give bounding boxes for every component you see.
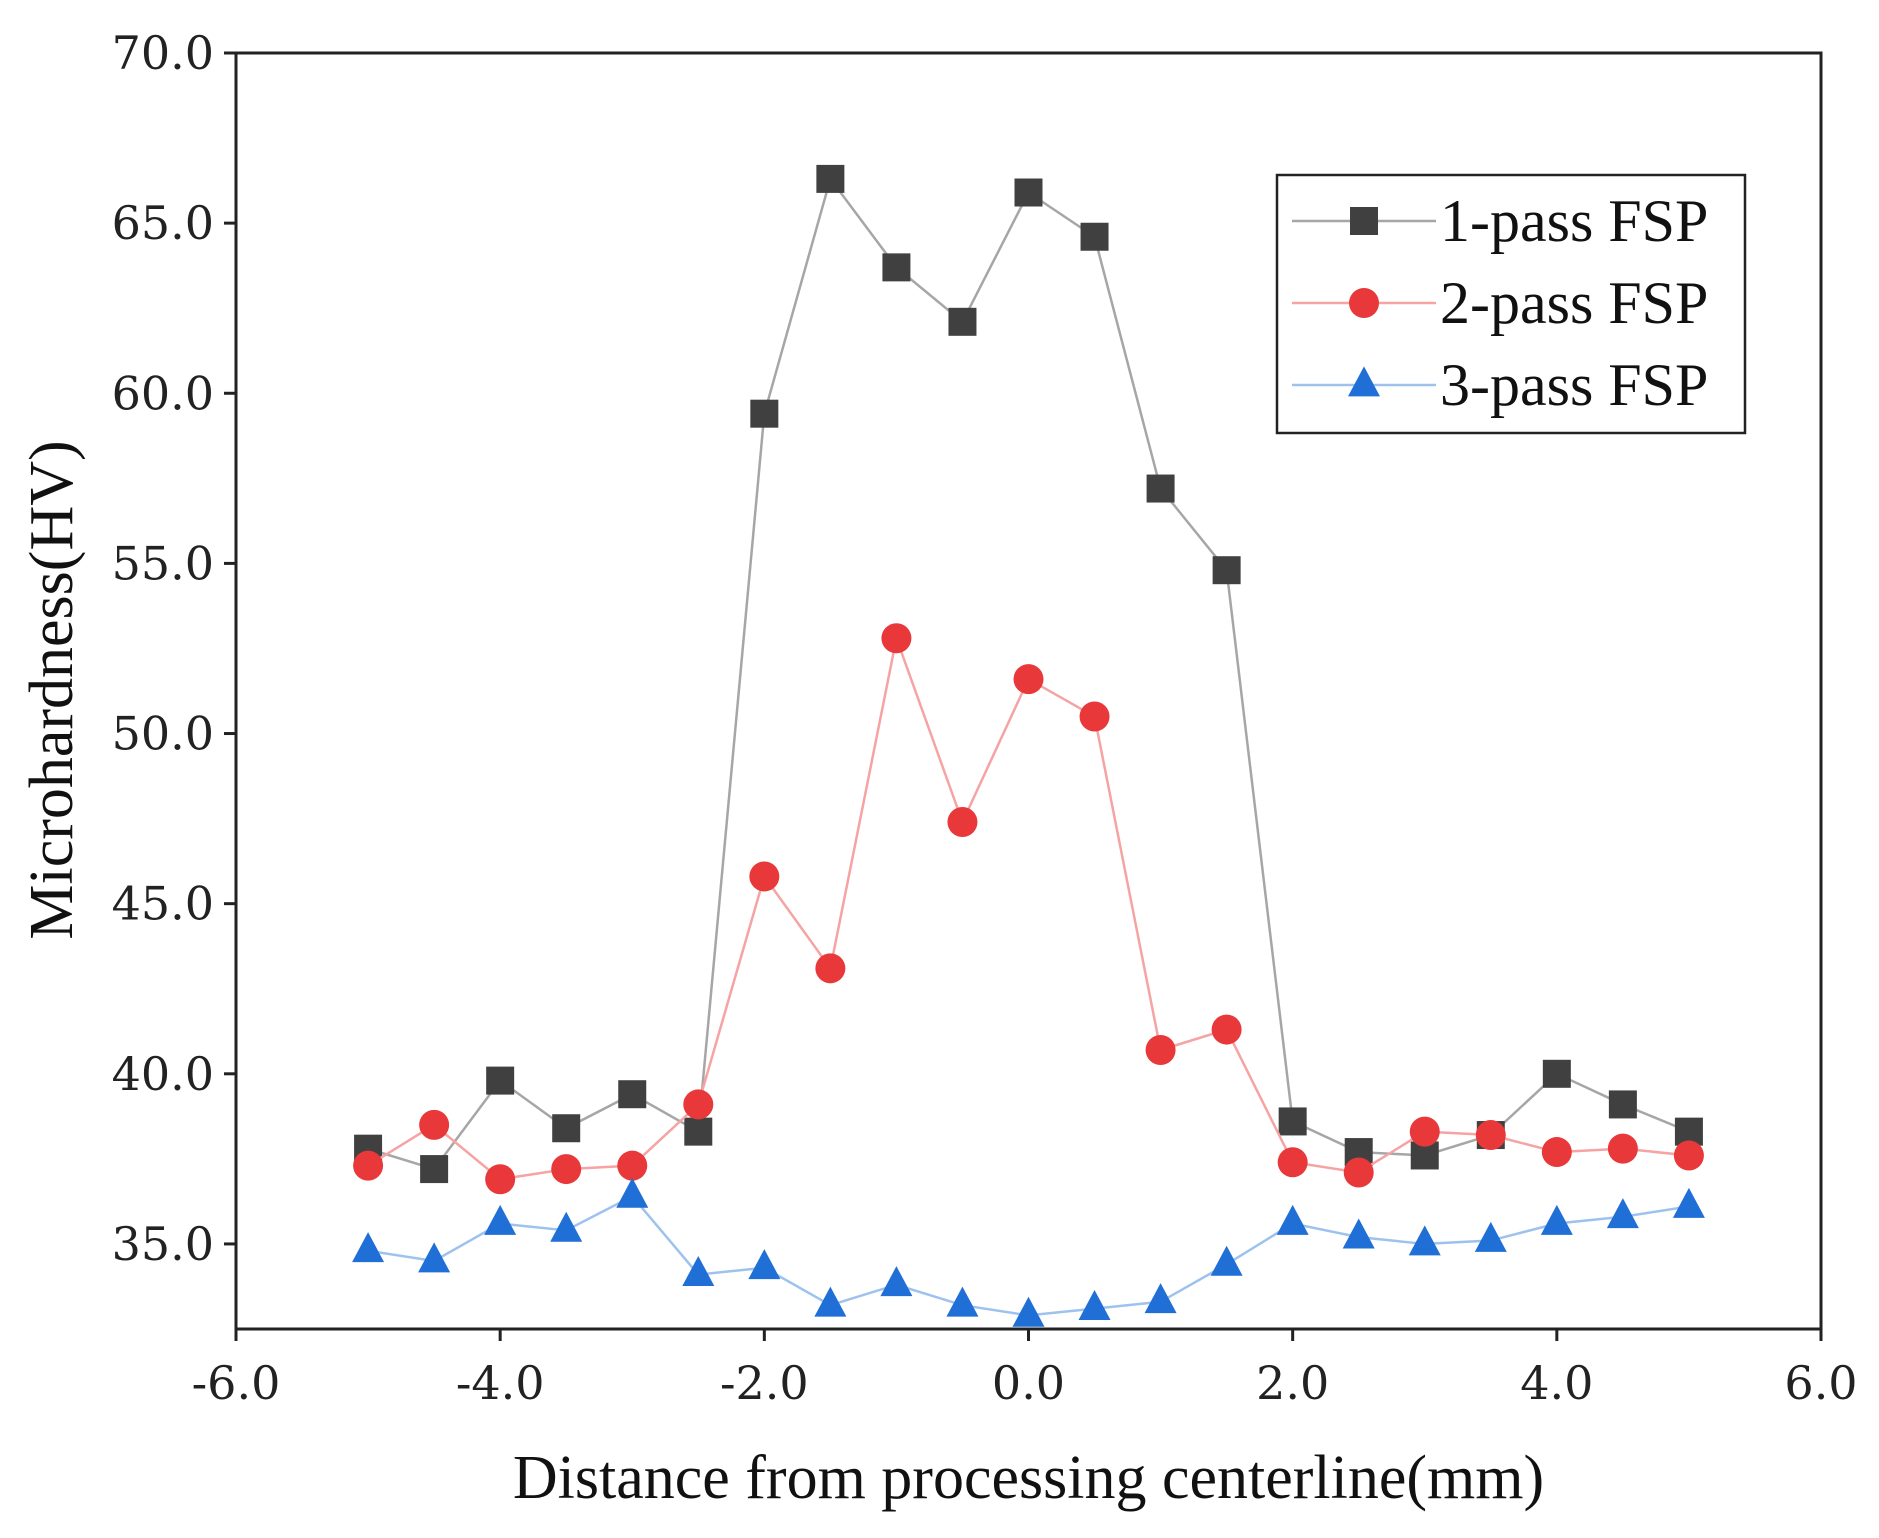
legend-marker [1349, 288, 1379, 318]
data-point-1-pass-fsp [552, 1114, 581, 1143]
data-point-2-pass-fsp [1541, 1137, 1572, 1168]
data-point-2-pass-fsp [353, 1150, 384, 1181]
data-point-3-pass-fsp [550, 1211, 583, 1242]
data-point-1-pass-fsp [1608, 1090, 1637, 1119]
data-point-3-pass-fsp [1342, 1218, 1375, 1249]
data-point-1-pass-fsp [1146, 474, 1175, 503]
data-point-2-pass-fsp [749, 861, 780, 892]
data-point-2-pass-fsp [1343, 1157, 1374, 1188]
data-point-2-pass-fsp [683, 1089, 714, 1120]
y-tick-label: 35.0 [112, 1217, 214, 1271]
data-point-2-pass-fsp [947, 807, 978, 838]
data-point-3-pass-fsp [1210, 1245, 1243, 1276]
data-point-3-pass-fsp [1078, 1289, 1111, 1320]
data-point-1-pass-fsp [1278, 1107, 1307, 1136]
data-point-3-pass-fsp [946, 1286, 979, 1317]
data-point-3-pass-fsp [1144, 1283, 1177, 1314]
x-tick-label: 6.0 [1784, 1356, 1857, 1410]
data-point-3-pass-fsp [682, 1255, 715, 1286]
legend-entry-3-pass-fsp: 3-pass FSP [1292, 352, 1708, 418]
data-point-3-pass-fsp [748, 1249, 781, 1280]
legend-marker [1348, 366, 1380, 397]
data-point-3-pass-fsp [1672, 1187, 1705, 1218]
data-point-2-pass-fsp [1673, 1140, 1704, 1171]
y-axis-title: Microhardness(HV) [18, 440, 86, 939]
data-point-2-pass-fsp [617, 1150, 648, 1181]
data-point-1-pass-fsp [1080, 222, 1109, 251]
series-2-pass-fsp [353, 623, 1704, 1195]
data-point-2-pass-fsp [419, 1109, 450, 1140]
legend-label: 3-pass FSP [1440, 352, 1708, 418]
data-point-1-pass-fsp [486, 1066, 515, 1095]
series-3-pass-fsp [352, 1177, 1705, 1327]
y-tick-label: 55.0 [112, 536, 214, 590]
data-point-3-pass-fsp [880, 1266, 913, 1297]
y-tick-label: 50.0 [112, 707, 214, 761]
data-point-2-pass-fsp [1475, 1120, 1506, 1151]
data-point-3-pass-fsp [616, 1177, 649, 1208]
legend-entries: 1-pass FSP 2-pass FSP 3-pass FSP [1292, 188, 1708, 418]
data-point-2-pass-fsp [551, 1154, 582, 1185]
data-point-2-pass-fsp [815, 953, 846, 984]
y-tick-label: 70.0 [112, 26, 214, 80]
legend: 1-pass FSP 2-pass FSP 3-pass FSP [1275, 173, 1747, 435]
data-point-2-pass-fsp [1145, 1034, 1176, 1065]
y-tick-label: 40.0 [112, 1047, 214, 1101]
data-point-3-pass-fsp [352, 1232, 385, 1263]
data-point-1-pass-fsp [1212, 556, 1241, 585]
data-point-2-pass-fsp [485, 1164, 516, 1195]
data-point-2-pass-fsp [1277, 1147, 1308, 1178]
legend-entry-2-pass-fsp: 2-pass FSP [1292, 270, 1708, 336]
data-point-3-pass-fsp [1276, 1204, 1309, 1235]
data-point-3-pass-fsp [814, 1286, 847, 1317]
x-tick-label: -6.0 [192, 1356, 281, 1410]
data-point-3-pass-fsp [1606, 1198, 1639, 1229]
x-tick-label: 4.0 [1520, 1356, 1593, 1410]
legend-marker [1350, 207, 1378, 235]
y-tick-label: 65.0 [112, 196, 214, 250]
x-tick-label: -2.0 [720, 1356, 809, 1410]
data-point-1-pass-fsp [1542, 1059, 1571, 1088]
tick-layer: -6.0 -4.0 -2.0 0.0 2.0 4.0 6.0 35.0 40.0 45.0 50.0… [112, 26, 1858, 1410]
data-point-2-pass-fsp [1013, 664, 1044, 695]
data-point-2-pass-fsp [881, 623, 912, 654]
data-point-1-pass-fsp [816, 164, 845, 193]
data-point-3-pass-fsp [1408, 1225, 1441, 1256]
data-point-1-pass-fsp [882, 253, 911, 282]
data-point-1-pass-fsp [420, 1155, 449, 1184]
x-tick-label: 2.0 [1256, 1356, 1329, 1410]
data-point-2-pass-fsp [1409, 1116, 1440, 1147]
series-layer [352, 164, 1705, 1327]
x-tick-label: 0.0 [992, 1356, 1065, 1410]
y-tick-label: 60.0 [112, 366, 214, 420]
data-point-1-pass-fsp [684, 1117, 713, 1146]
data-point-2-pass-fsp [1607, 1133, 1638, 1164]
data-point-1-pass-fsp [618, 1080, 647, 1109]
data-point-3-pass-fsp [1012, 1296, 1045, 1327]
data-point-1-pass-fsp [750, 399, 779, 428]
series-1-pass-fsp [354, 164, 1703, 1184]
x-tick-label: -4.0 [456, 1356, 545, 1410]
data-point-2-pass-fsp [1079, 701, 1110, 732]
data-point-3-pass-fsp [484, 1204, 517, 1235]
x-axis-title: Distance from processing centerline(mm) [513, 1444, 1544, 1512]
data-point-1-pass-fsp [948, 307, 977, 336]
data-point-3-pass-fsp [1540, 1204, 1573, 1235]
data-point-3-pass-fsp [1474, 1221, 1507, 1252]
legend-label: 1-pass FSP [1440, 188, 1708, 254]
y-tick-label: 45.0 [112, 877, 214, 931]
data-point-3-pass-fsp [418, 1242, 451, 1273]
legend-entry-1-pass-fsp: 1-pass FSP [1292, 188, 1708, 254]
data-point-2-pass-fsp [1211, 1014, 1242, 1045]
data-point-1-pass-fsp [1014, 178, 1043, 207]
legend-label: 2-pass FSP [1440, 270, 1708, 336]
